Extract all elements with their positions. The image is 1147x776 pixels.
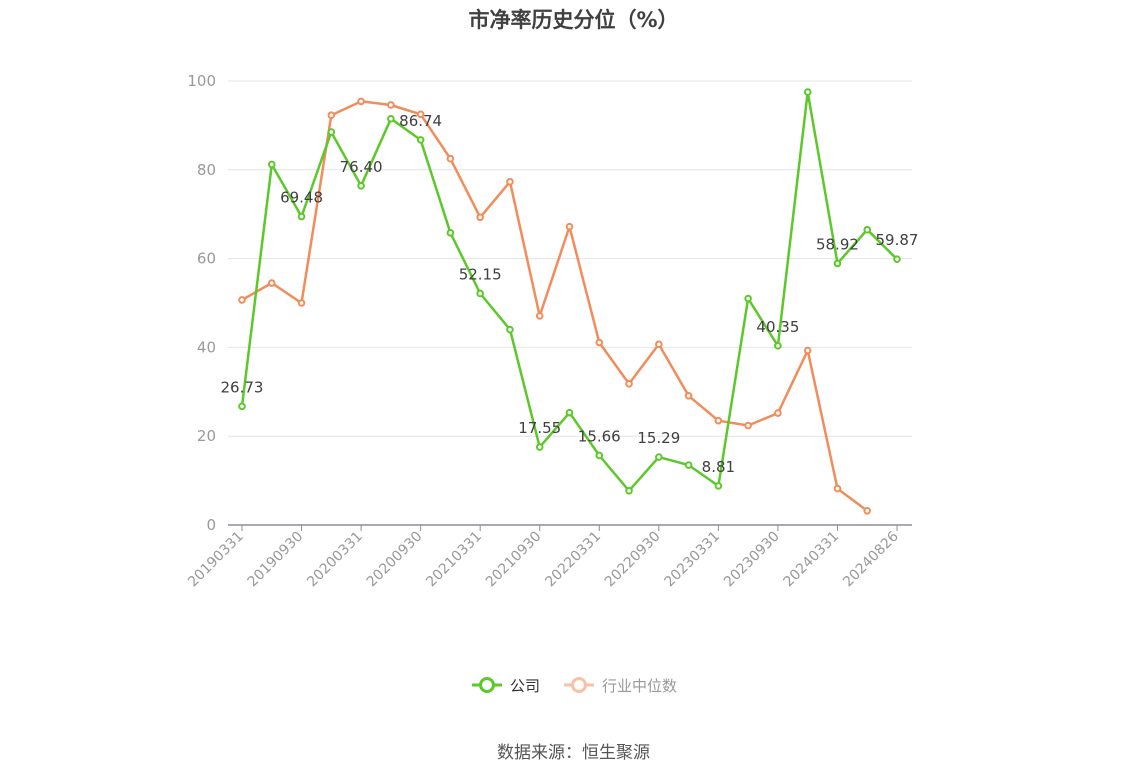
data-point-industry-median bbox=[744, 421, 752, 430]
data-point-industry-median bbox=[238, 296, 246, 304]
data-point-industry-median bbox=[863, 506, 872, 515]
x-tick-label: 20200930 bbox=[364, 529, 426, 591]
data-point-industry-median bbox=[625, 380, 633, 388]
data-label-company: 58.92 bbox=[816, 235, 859, 253]
data-point-industry-median bbox=[833, 484, 842, 493]
y-tick-label: 60 bbox=[197, 250, 216, 268]
data-point-industry-median bbox=[446, 154, 455, 163]
legend-company-marker-icon bbox=[471, 677, 502, 693]
legend-label-company: 公司 bbox=[509, 676, 540, 695]
data-point-industry-median bbox=[565, 222, 574, 231]
data-label-company: 59.87 bbox=[876, 231, 919, 249]
data-point-industry-median bbox=[506, 177, 514, 186]
data-point-company bbox=[565, 408, 574, 417]
legend-label-industry-median: 行业中位数 bbox=[602, 676, 678, 695]
data-label-company: 40.35 bbox=[756, 318, 799, 336]
data-label-company: 69.48 bbox=[280, 189, 323, 207]
x-tick-label: 20240331 bbox=[781, 529, 843, 591]
x-tick-label: 20190331 bbox=[185, 529, 247, 591]
data-point-industry-median bbox=[416, 110, 425, 119]
data-point-company bbox=[327, 128, 336, 136]
data-point-company bbox=[655, 453, 663, 461]
data-point-industry-median bbox=[327, 111, 336, 119]
legend-industry-marker-icon bbox=[564, 677, 594, 693]
y-tick-label: 20 bbox=[197, 427, 216, 445]
data-point-company bbox=[476, 289, 484, 298]
data-point-industry-median bbox=[714, 416, 723, 425]
data-point-company bbox=[238, 402, 246, 411]
data-point-company bbox=[446, 229, 455, 237]
data-point-company bbox=[684, 461, 693, 469]
legend: 公司 行业中位数 bbox=[0, 672, 1147, 698]
legend-item-company[interactable]: 公司 bbox=[470, 672, 540, 698]
data-point-company bbox=[625, 487, 633, 495]
x-tick-label: 20210331 bbox=[423, 529, 485, 591]
x-tick-label: 20200331 bbox=[304, 529, 366, 591]
x-tick-label: 20230331 bbox=[661, 529, 723, 591]
data-point-industry-median bbox=[297, 299, 306, 307]
data-point-industry-median bbox=[387, 101, 395, 109]
series-line-industry-median bbox=[241, 100, 868, 512]
data-point-company bbox=[297, 212, 306, 221]
data-point-company bbox=[714, 482, 723, 490]
y-tick-label: 40 bbox=[197, 338, 216, 356]
data-source: 数据来源：恒生聚源 bbox=[497, 743, 650, 763]
x-tick-label: 20210930 bbox=[483, 529, 545, 591]
data-label-company: 8.81 bbox=[702, 458, 735, 476]
data-point-industry-median bbox=[535, 312, 544, 320]
data-point-industry-median bbox=[684, 391, 693, 400]
chart-title: 市净率历史分位（%） bbox=[468, 8, 679, 32]
data-point-company bbox=[803, 88, 812, 96]
x-tick-label: 20230930 bbox=[721, 529, 783, 591]
data-point-industry-median bbox=[803, 346, 812, 355]
data-point-company bbox=[416, 136, 425, 144]
data-label-company: 86.74 bbox=[399, 112, 442, 130]
line-chart: 0 20 40 60 80 100 2019033120190930202003312020… bbox=[185, 72, 919, 591]
data-point-industry-median bbox=[595, 338, 604, 347]
data-point-company bbox=[595, 451, 604, 460]
x-tick-label: 20240826 bbox=[840, 528, 902, 590]
x-tick-label: 20220331 bbox=[542, 529, 604, 591]
data-point-company bbox=[387, 114, 395, 123]
data-label-company: 15.29 bbox=[637, 429, 680, 447]
data-point-company bbox=[744, 294, 752, 303]
data-point-company bbox=[774, 342, 782, 350]
data-point-company bbox=[863, 225, 872, 234]
data-label-company: 15.66 bbox=[578, 427, 621, 445]
data-point-company bbox=[267, 160, 276, 169]
data-label-company: 26.73 bbox=[221, 378, 264, 396]
data-point-company bbox=[833, 259, 842, 268]
y-tick-label: 80 bbox=[197, 161, 216, 179]
data-point-industry-median bbox=[774, 409, 782, 417]
data-point-company bbox=[506, 325, 514, 334]
legend-item-industry-median[interactable]: 行业中位数 bbox=[562, 672, 677, 698]
data-label-company: 76.40 bbox=[340, 158, 383, 176]
data-label-company: 17.55 bbox=[518, 419, 561, 437]
x-tick-label: 20190930 bbox=[245, 529, 307, 591]
data-point-company bbox=[357, 181, 365, 190]
data-point-industry-median bbox=[476, 213, 484, 222]
data-point-industry-median bbox=[655, 340, 663, 349]
data-point-company bbox=[535, 443, 544, 451]
data-point-company bbox=[893, 255, 901, 263]
data-point-industry-median bbox=[267, 279, 276, 287]
y-tick-label: 100 bbox=[187, 72, 216, 90]
data-label-company: 52.15 bbox=[459, 265, 502, 283]
x-tick-label: 20220930 bbox=[602, 529, 664, 591]
series-line-company bbox=[240, 90, 898, 493]
data-point-industry-median bbox=[357, 97, 365, 106]
y-tick-label: 0 bbox=[206, 516, 216, 534]
